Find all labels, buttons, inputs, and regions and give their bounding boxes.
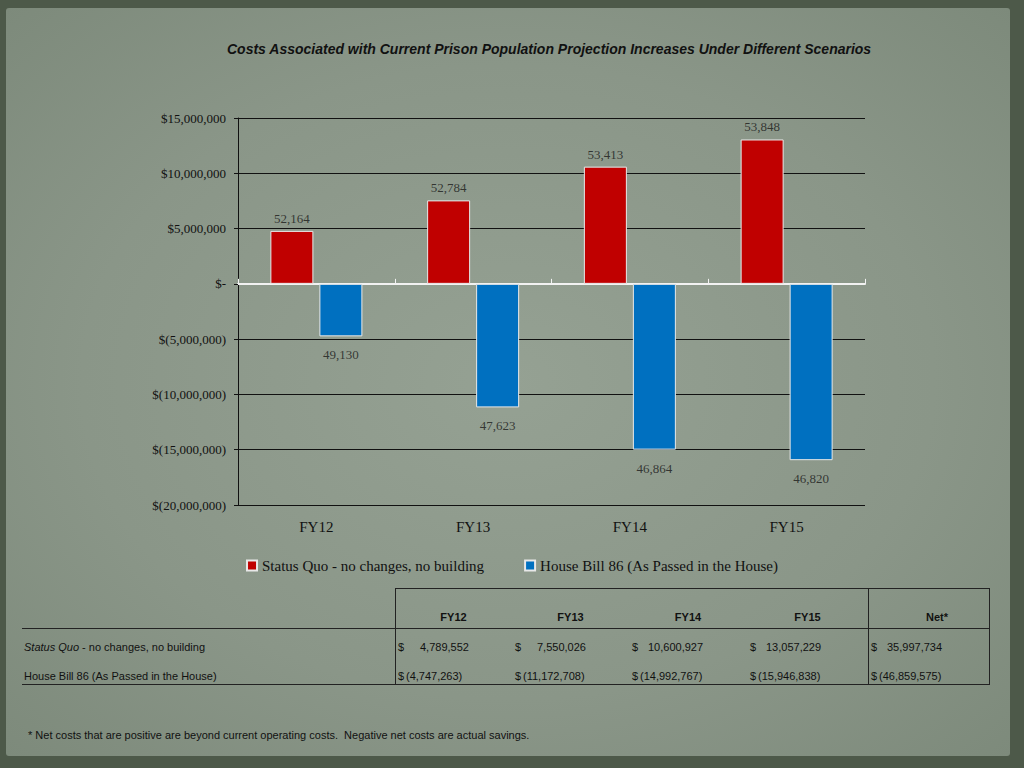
svg-text:$(20,000,000): $(20,000,000): [152, 498, 226, 513]
svg-text:$15,000,000: $15,000,000: [161, 111, 226, 126]
svg-text:$(5,000,000): $(5,000,000): [159, 332, 226, 347]
svg-text:House Bill 86 (As Passed in th: House Bill 86 (As Passed in the House): [540, 558, 778, 575]
html-text:House Bill 86 (As Passed in th: House Bill 86 (As Passed in the House): [24, 670, 217, 682]
html-text:FY12: FY12: [440, 611, 467, 623]
svg-text:$5,000,000: $5,000,000: [168, 221, 227, 236]
svg-text:$(10,000,000): $(10,000,000): [152, 387, 226, 402]
html-text:10,600,927: 10,600,927: [648, 641, 704, 653]
html-text:FY13: FY13: [557, 611, 584, 623]
svg-text:46,820: 46,820: [793, 471, 829, 486]
html-text:$ (11,172,708): $ (11,172,708): [515, 670, 585, 682]
svg-text:$(15,000,000): $(15,000,000): [152, 442, 226, 457]
svg-text:49,130: 49,130: [323, 347, 359, 362]
html-text:13,057,229: 13,057,229: [766, 641, 822, 653]
html-text:$ (4,747,263): $ (4,747,263): [398, 670, 463, 682]
svg-text:46,864: 46,864: [637, 461, 673, 476]
html-text:$ (46,859,575): $ (46,859,575): [871, 670, 942, 682]
html-text:FY14: FY14: [674, 611, 702, 623]
html-text:Net*: Net*: [926, 611, 948, 623]
html-text:$ (14,992,767): $ (14,992,767): [632, 670, 703, 682]
svg-text:FY15: FY15: [770, 519, 804, 535]
svg-text:47,623: 47,623: [480, 418, 516, 433]
svg-text:Status Quo - no changes, no bu: Status Quo - no changes, no building: [262, 558, 485, 574]
svg-text:52,784: 52,784: [431, 180, 467, 195]
svg-text:FY14: FY14: [613, 519, 648, 535]
html-text:Status Quo - no changes, no bu: Status Quo - no changes, no building: [24, 641, 205, 653]
svg-text:$-: $-: [215, 276, 226, 291]
html-text:* Net costs that are positive: * Net costs that are positive are beyond…: [28, 729, 530, 741]
html-text:4,789,552: 4,789,552: [420, 641, 469, 653]
svg-text:FY12: FY12: [299, 519, 333, 535]
svg-text:Costs Associated with Current: Costs Associated with Current Prison Pop…: [227, 41, 871, 57]
html-text:35,997,734: 35,997,734: [887, 641, 943, 653]
svg-text:$10,000,000: $10,000,000: [161, 166, 226, 181]
svg-text:52,164: 52,164: [274, 211, 310, 226]
html-text:$ (15,946,838): $ (15,946,838): [750, 670, 821, 682]
html-text:FY15: FY15: [794, 611, 821, 623]
svg-text:FY13: FY13: [456, 519, 490, 535]
svg-text:53,413: 53,413: [588, 147, 624, 162]
html-text:7,550,026: 7,550,026: [537, 641, 586, 653]
svg-text:53,848: 53,848: [744, 119, 780, 134]
